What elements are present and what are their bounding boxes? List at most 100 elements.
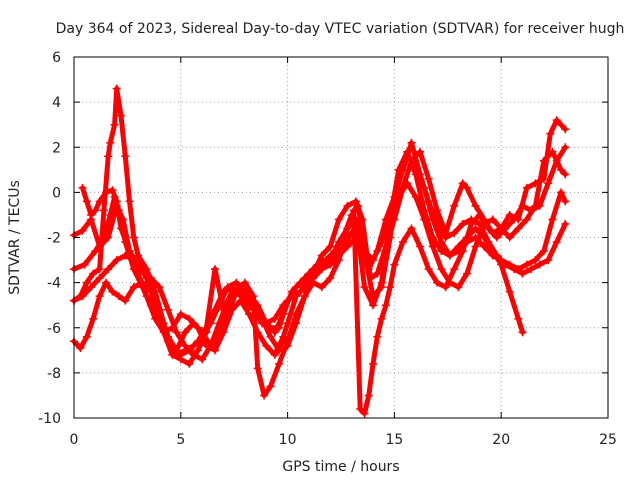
data-point-marker	[95, 265, 104, 274]
data-point-marker	[471, 201, 480, 210]
data-point-marker	[245, 310, 254, 319]
data-point-marker	[210, 265, 219, 274]
chart-title: Day 364 of 2023, Sidereal Day-to-day VTE…	[56, 21, 625, 37]
data-point-marker	[279, 301, 288, 310]
data-point-marker	[458, 219, 467, 228]
data-point-marker	[236, 296, 245, 305]
data-point-marker	[351, 233, 360, 242]
data-point-marker	[420, 215, 429, 224]
data-point-marker	[245, 292, 254, 301]
data-point-marker	[155, 283, 164, 292]
data-point-marker	[373, 332, 382, 341]
y-tick-label: 4	[52, 95, 61, 111]
data-point-marker	[114, 292, 123, 301]
data-point-marker	[531, 256, 540, 265]
data-point-marker	[95, 274, 104, 283]
data-point-marker	[181, 328, 190, 337]
data-point-marker	[424, 265, 433, 274]
data-point-marker	[326, 260, 335, 269]
data-point-marker	[480, 242, 489, 251]
data-point-marker	[450, 228, 459, 237]
data-point-marker	[110, 120, 119, 129]
data-point-marker	[552, 116, 561, 125]
data-point-marker	[159, 328, 168, 337]
data-point-marker	[108, 287, 117, 296]
data-point-marker	[317, 265, 326, 274]
data-point-marker	[458, 179, 467, 188]
data-point-marker	[548, 147, 557, 156]
data-point-marker	[416, 147, 425, 156]
data-point-marker	[296, 287, 305, 296]
data-point-marker	[407, 138, 416, 147]
data-point-marker	[317, 283, 326, 292]
data-point-marker	[437, 247, 446, 256]
series-trace-4	[70, 143, 570, 418]
data-point-marker	[531, 201, 540, 210]
data-point-marker	[505, 260, 514, 269]
data-point-marker	[369, 256, 378, 265]
data-point-marker	[544, 179, 553, 188]
data-point-marker	[334, 215, 343, 224]
series-trace-2	[70, 138, 570, 359]
data-point-marker	[228, 287, 237, 296]
data-point-marker	[366, 274, 375, 283]
data-point-marker	[561, 219, 570, 228]
data-point-marker	[134, 251, 143, 260]
data-point-marker	[262, 319, 271, 328]
data-point-marker	[347, 210, 356, 219]
data-point-marker	[91, 206, 100, 215]
data-point-marker	[561, 170, 570, 179]
data-point-marker	[411, 170, 420, 179]
data-point-marker	[151, 314, 160, 323]
data-point-marker	[121, 296, 130, 305]
data-point-marker	[275, 323, 284, 332]
data-series	[70, 84, 570, 418]
data-point-marker	[450, 201, 459, 210]
data-point-marker	[467, 219, 476, 228]
data-point-marker	[112, 84, 121, 93]
data-point-marker	[394, 165, 403, 174]
data-point-marker	[108, 186, 117, 195]
y-tick-label: -6	[47, 321, 61, 337]
data-point-marker	[106, 138, 115, 147]
data-point-marker	[514, 265, 523, 274]
data-point-marker	[176, 310, 185, 319]
series-line	[80, 149, 568, 358]
data-point-marker	[129, 233, 138, 242]
data-point-marker	[390, 215, 399, 224]
series-line	[71, 144, 568, 416]
data-point-marker	[159, 319, 168, 328]
data-point-marker	[428, 242, 437, 251]
data-point-marker	[270, 350, 279, 359]
data-point-marker	[424, 174, 433, 183]
data-point-marker	[445, 251, 454, 260]
data-point-marker	[398, 238, 407, 247]
data-point-marker	[326, 242, 335, 251]
data-point-marker	[142, 292, 151, 301]
data-point-marker	[522, 260, 531, 269]
data-point-marker	[125, 197, 134, 206]
x-tick-label: 5	[176, 432, 185, 448]
data-point-marker	[561, 197, 570, 206]
data-point-marker	[104, 265, 113, 274]
data-point-marker	[411, 192, 420, 201]
series-line	[71, 140, 568, 358]
data-point-marker	[514, 224, 523, 233]
data-point-marker	[381, 301, 390, 310]
data-point-marker	[260, 391, 269, 400]
data-point-marker	[334, 251, 343, 260]
data-point-marker	[266, 332, 275, 341]
data-point-marker	[82, 197, 91, 206]
data-point-marker	[514, 215, 523, 224]
data-point-marker	[283, 319, 292, 328]
data-point-marker	[262, 341, 271, 350]
data-point-marker	[343, 242, 352, 251]
data-point-marker	[539, 156, 548, 165]
data-point-marker	[377, 278, 386, 287]
data-point-marker	[458, 247, 467, 256]
y-tick-label: -4	[47, 276, 61, 292]
data-point-marker	[546, 129, 555, 138]
data-point-marker	[360, 409, 369, 418]
data-point-marker	[463, 269, 472, 278]
data-point-marker	[112, 197, 121, 206]
